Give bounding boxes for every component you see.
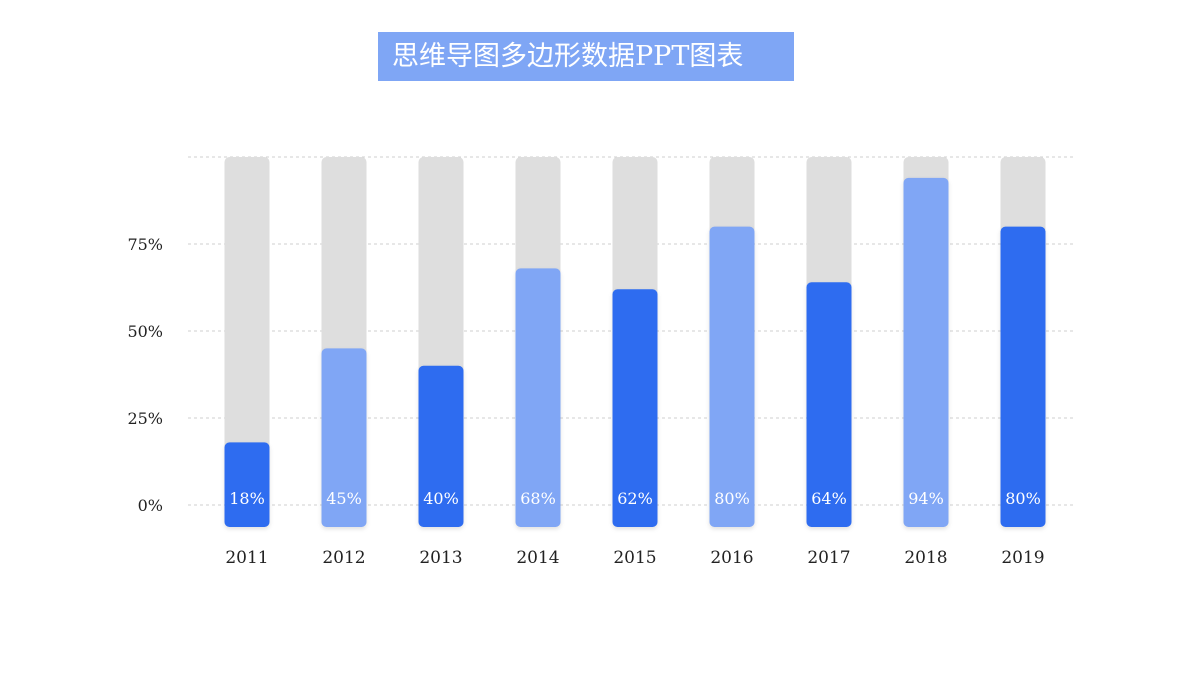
data-label: 94% xyxy=(908,489,944,508)
bar xyxy=(709,226,755,527)
bar xyxy=(418,365,464,527)
bar xyxy=(903,177,949,527)
y-tick-label: 25% xyxy=(127,409,163,428)
data-label: 45% xyxy=(326,489,362,508)
data-label: 80% xyxy=(714,489,750,508)
data-labels: 18% 45% 40% 68% 62% 80% 64% 94% 80% xyxy=(229,489,1041,508)
x-axis-ticks: 2011 2012 2013 2014 2015 2016 2017 2018 2019 xyxy=(225,548,1044,568)
chart-title: 思维导图多边形数据PPT图表 xyxy=(378,32,794,81)
data-label: 68% xyxy=(520,489,556,508)
data-label: 62% xyxy=(617,489,653,508)
x-tick-label: 2013 xyxy=(419,548,462,568)
bar xyxy=(515,268,561,527)
x-tick-label: 2019 xyxy=(1001,548,1044,568)
y-tick-label: 75% xyxy=(127,235,163,254)
data-label: 18% xyxy=(229,489,265,508)
x-tick-label: 2014 xyxy=(516,548,559,568)
bar xyxy=(321,348,367,527)
x-tick-label: 2017 xyxy=(807,548,850,568)
data-label: 80% xyxy=(1005,489,1041,508)
bar-track xyxy=(224,157,270,527)
bar xyxy=(224,442,270,527)
bar xyxy=(806,282,852,527)
bar xyxy=(1000,226,1046,527)
y-tick-label: 0% xyxy=(138,496,163,515)
y-axis-ticks: 0% 25% 50% 75% xyxy=(127,235,163,515)
x-tick-label: 2016 xyxy=(710,548,753,568)
y-tick-label: 50% xyxy=(127,322,163,341)
x-tick-label: 2015 xyxy=(613,548,656,568)
bar xyxy=(612,289,658,527)
data-label: 64% xyxy=(811,489,847,508)
bars xyxy=(224,177,1046,527)
x-tick-label: 2012 xyxy=(322,548,365,568)
x-tick-label: 2018 xyxy=(904,548,947,568)
x-tick-label: 2011 xyxy=(225,548,268,568)
data-label: 40% xyxy=(423,489,459,508)
